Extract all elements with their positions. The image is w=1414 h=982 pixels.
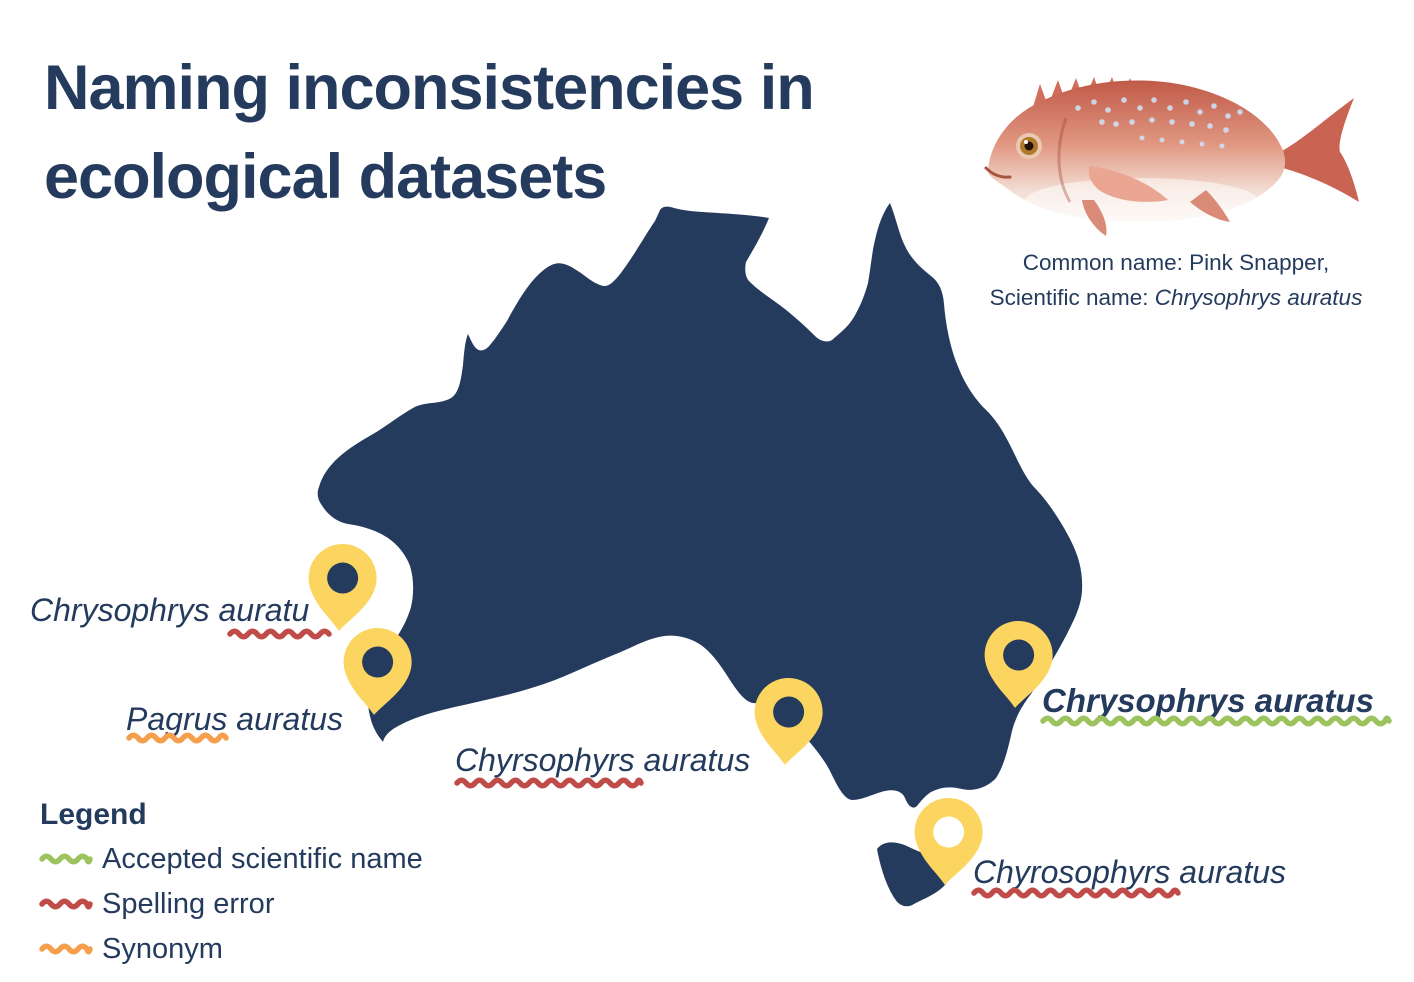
- label-west-coast: Chrysophrys auratu: [30, 592, 310, 628]
- wavy-underline-accepted-name: [1040, 715, 1392, 727]
- fish-pectoral-fin: [1088, 166, 1168, 202]
- wavy-underline-synonym: [126, 732, 229, 744]
- legend-row-synonym: Synonym: [39, 931, 423, 967]
- australia-mainland-shape: [317, 203, 1083, 808]
- legend-row-accepted: Accepted scientific name: [39, 841, 423, 877]
- legend: Legend Accepted scientific name Spelling…: [39, 798, 423, 967]
- fish-scientific-name: Chrysophrys auratus: [1154, 284, 1363, 310]
- map-pin-east-coast: [984, 621, 1053, 708]
- red-squiggle-icon: [39, 898, 93, 910]
- wavy-underline-spelling-error-tasmania: [971, 887, 1181, 899]
- legend-heading: Legend: [40, 798, 147, 831]
- fish-figure: Common name: Pink Snapper, Scientific na…: [960, 50, 1392, 316]
- page-title: Naming inconsistencies in ecological dat…: [44, 44, 815, 223]
- wavy-underline-spelling-error-west: [227, 628, 332, 640]
- title-line-2: ecological datasets: [44, 142, 607, 213]
- map-pin-tasmania: [914, 798, 983, 885]
- fish-mouth: [984, 166, 1012, 179]
- legend-label-spelling-error: Spelling error: [102, 887, 275, 920]
- map-pin-south-west-coast: [343, 628, 412, 715]
- wavy-underline-spelling-error-south: [454, 777, 644, 789]
- map-pin-south-coast: [754, 678, 823, 765]
- legend-row-spelling-error: Spelling error: [39, 886, 423, 922]
- label-east-coast: Chrysophrys auratus: [1042, 682, 1374, 719]
- title-line-1: Naming inconsistencies in: [44, 53, 815, 123]
- fish-caption: Common name: Pink Snapper, Scientific na…: [960, 246, 1392, 316]
- fish-anal-fin: [1190, 190, 1230, 222]
- label-south-west-coast: Pagrus auratus: [126, 701, 344, 737]
- label-tasmania: Chyrosophyrs auratus: [973, 854, 1287, 890]
- fish-pelvic-fin: [1082, 200, 1107, 236]
- legend-label-synonym: Synonym: [102, 932, 223, 965]
- fish-caption-line-1: Common name: Pink Snapper,: [1022, 250, 1330, 275]
- fish-caption-line-2: Scientific name: Chrysophrys auratus: [989, 284, 1363, 310]
- map-pin-west-coast: [308, 544, 377, 631]
- label-south-coast: Chyrsophyrs auratus: [455, 742, 751, 778]
- orange-squiggle-icon: [39, 943, 93, 955]
- green-squiggle-icon: [39, 853, 93, 865]
- legend-label-accepted: Accepted scientific name: [102, 842, 423, 875]
- fish-tail-fin: [1275, 98, 1359, 202]
- pink-snapper-illustration: [984, 77, 1359, 236]
